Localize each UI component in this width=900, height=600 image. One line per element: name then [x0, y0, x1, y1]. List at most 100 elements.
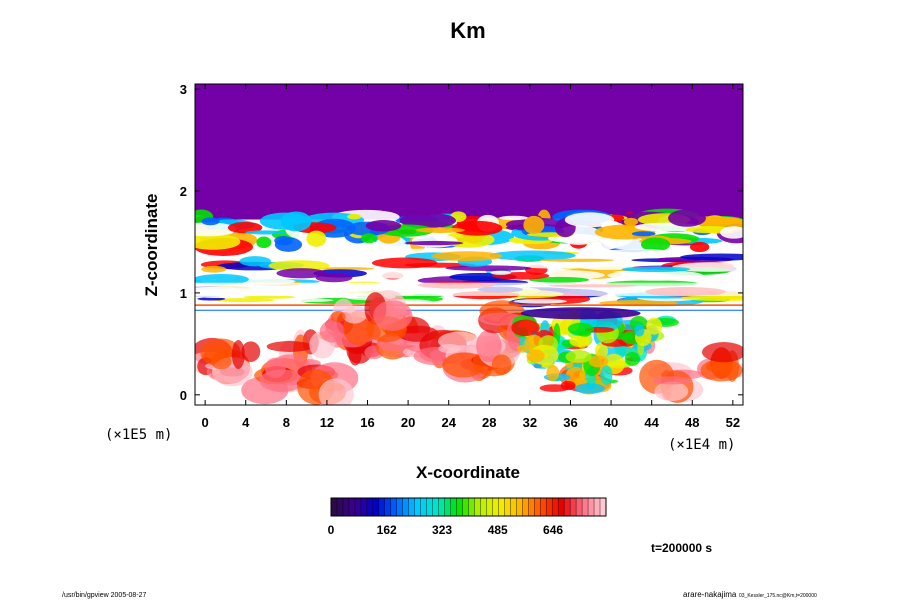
colorbar-cell [342, 498, 350, 516]
green-plume-blob [624, 352, 641, 366]
green-plume-blob [569, 335, 590, 347]
x-tick-label: 40 [604, 415, 618, 430]
plume-blob [211, 354, 232, 370]
green-plume-blob [634, 324, 645, 337]
contour-blob [399, 212, 457, 229]
plume-blob [373, 300, 413, 331]
contour-streak [576, 262, 638, 271]
contour-blob [347, 213, 362, 220]
contour-blob [360, 233, 377, 244]
green-plume-blob [574, 378, 588, 385]
colorbar-cell [486, 498, 493, 516]
plume-blob [491, 354, 512, 376]
plume-cap [520, 307, 641, 320]
green-plume-blob [546, 365, 560, 382]
green-plume-blob [595, 342, 609, 360]
x-tick-label: 48 [685, 415, 699, 430]
plot-area [195, 84, 743, 405]
contour-blob [668, 209, 706, 227]
plume-blob [241, 341, 261, 362]
contour-blob [523, 215, 545, 235]
contour-blob [591, 239, 620, 250]
contour-field [195, 84, 743, 405]
colorbar-cell [540, 498, 547, 516]
contour-blob [227, 221, 263, 234]
x-tick-label: 32 [523, 415, 537, 430]
colorbar-cell [510, 498, 517, 516]
colorbar-cell [402, 498, 410, 516]
colorbar-cell [450, 498, 458, 516]
colorbar-cell [331, 498, 338, 516]
plume-blob [330, 310, 346, 323]
contour-streak [213, 298, 275, 303]
contour-streak [239, 256, 271, 267]
plume-blob [319, 320, 345, 343]
colorbar-cell [474, 498, 481, 516]
contour-blob [280, 211, 312, 232]
y-tick-label: 0 [180, 388, 187, 403]
y-scale-label: (×1E5 m) [105, 427, 172, 443]
green-plume-blob [574, 383, 605, 394]
plume-blob [476, 329, 502, 363]
footer-left: /usr/bin/gpview 2005-08-27 [62, 592, 147, 599]
contour-blob [365, 220, 402, 232]
y-tick-label: 3 [180, 82, 187, 97]
x-tick-label: 24 [441, 415, 456, 430]
plot-frame [194, 83, 744, 406]
colorbar-cell [408, 498, 416, 516]
contour-blob [640, 237, 671, 252]
colorbar-tick-label: 646 [543, 523, 563, 537]
y-tick-label: 1 [180, 286, 187, 301]
colorbar-cell [588, 498, 595, 516]
colorbar-cell [534, 498, 541, 516]
contour-blob [245, 230, 286, 235]
colorbar-cell [552, 498, 559, 516]
x-tick-label: 28 [482, 415, 496, 430]
colorbar-cell [378, 498, 386, 516]
colorbar-cell [522, 498, 529, 516]
green-plume-blob [600, 365, 613, 385]
colorbar-cell [564, 498, 571, 516]
colorbar-cell [420, 498, 428, 516]
contour-streak [281, 298, 334, 303]
colorbar-cell [336, 498, 344, 516]
plume-blob [342, 305, 367, 324]
colorbar-cell [396, 498, 404, 516]
colorbar-cell [366, 498, 374, 516]
colorbar-cell [456, 498, 464, 516]
green-plume-blob [560, 380, 576, 391]
colorbar-cell [354, 498, 362, 516]
contour-streak [201, 265, 227, 273]
x-tick-label: 0 [202, 415, 209, 430]
green-plume-blob [526, 349, 545, 363]
contour-blob [195, 233, 241, 250]
x-tick-label: 16 [360, 415, 374, 430]
x-axis-label: X-coordinate [416, 463, 520, 482]
plume-blob [318, 378, 354, 405]
colorbar: 0 162 323 485 646 [328, 497, 607, 537]
colorbar-cell [576, 498, 583, 516]
time-label: t=200000 s [651, 541, 712, 555]
green-plume-blob [565, 350, 592, 364]
footer-right-user: arare-nakajima [683, 590, 737, 599]
contour-streak [489, 250, 576, 261]
colorbar-cell [384, 498, 392, 516]
plume-blob [701, 342, 743, 363]
colorbar-tick-label: 162 [377, 523, 397, 537]
contour-blob [631, 231, 656, 237]
colorbar-cell [516, 498, 523, 516]
contour-blob [415, 227, 465, 234]
contour-blob [451, 220, 503, 236]
contour-blob [201, 217, 220, 226]
colorbar-cell [390, 498, 398, 516]
contour-streak [243, 295, 296, 299]
colorbar-cell [348, 498, 356, 516]
contour-streak [490, 270, 512, 275]
x-tick-label: 36 [563, 415, 577, 430]
colorbar-cell [438, 498, 446, 516]
contour-streak [195, 273, 249, 285]
contour-streak [445, 265, 532, 271]
colorbar-tick-label: 485 [488, 523, 508, 537]
colorbar-cell [498, 498, 505, 516]
contour-blob [499, 215, 529, 221]
